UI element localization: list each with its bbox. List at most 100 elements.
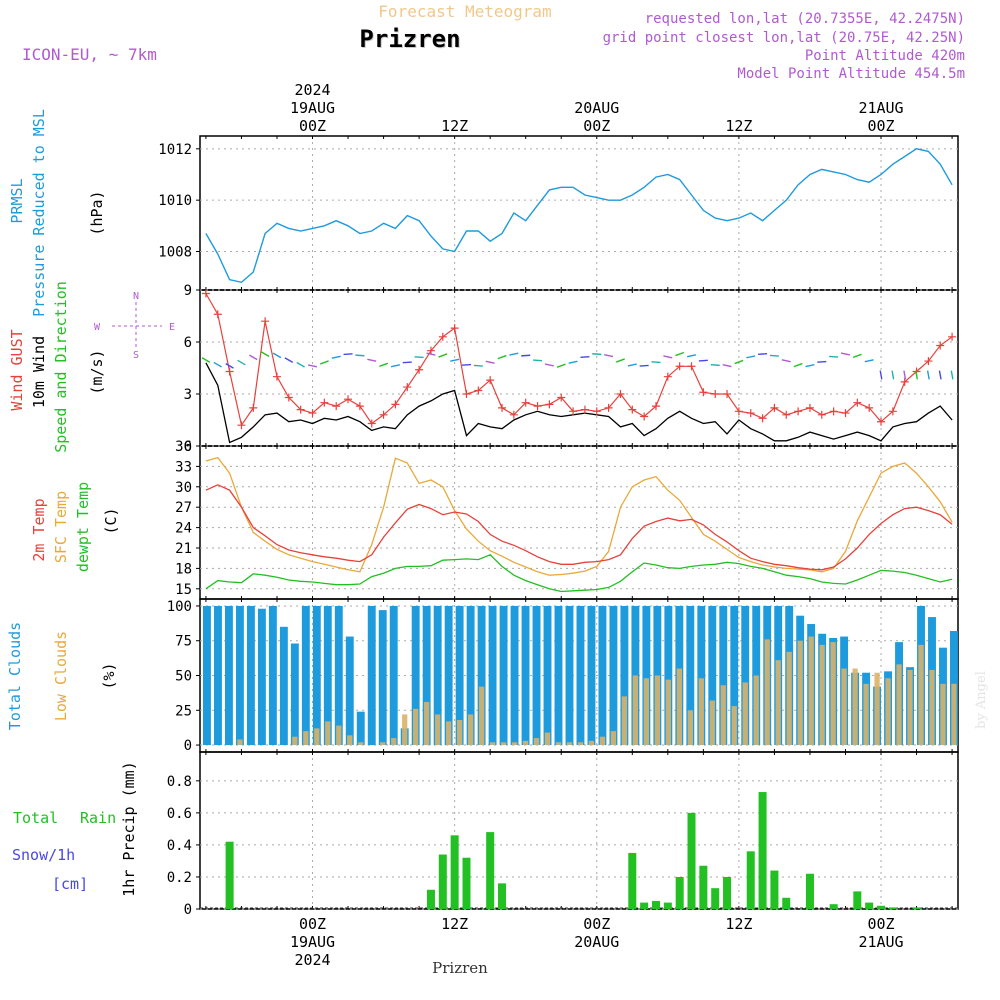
wind-unit: (m/s) — [88, 349, 106, 394]
panel-labels: PRMSL Pressure Reduced to MSL (hPa) Wind GU… — [6, 109, 138, 897]
wind-arrow — [225, 362, 234, 369]
wind-gust-line — [205, 293, 953, 427]
pressure-tick-label: 1012 — [158, 142, 192, 158]
wind-arrow — [237, 359, 246, 366]
wind-gust-marker — [640, 412, 649, 421]
footer-station: Prizren — [432, 959, 488, 977]
wind-arrow — [284, 357, 294, 363]
low-cloud-bar — [940, 683, 946, 746]
total-cloud-bar — [488, 605, 497, 746]
total-cloud-bar — [587, 605, 596, 746]
precip-bar — [865, 902, 874, 909]
low-cloud-bar — [852, 668, 858, 746]
wind-arrow — [249, 354, 258, 361]
bottom-time-label: 12Z — [441, 915, 468, 933]
compass-n: N — [133, 291, 139, 302]
precip-bar — [640, 902, 649, 909]
low-cloud-bar — [413, 708, 419, 746]
wind-arrow — [367, 358, 377, 362]
low-cloud-bar — [742, 682, 748, 746]
grid-coords: grid point closest lon,lat (20.75E, 42.2… — [603, 30, 965, 46]
clouds-tick-label: 50 — [175, 669, 192, 685]
wind-gust-marker — [936, 341, 945, 350]
total-cloud-bar — [422, 605, 431, 746]
temp-label: dewpt Temp — [74, 482, 92, 572]
low-cloud-bar — [292, 736, 298, 746]
watermark: by Angel — [974, 671, 989, 729]
wind-gust-marker — [249, 403, 258, 412]
total-cloud-bar — [279, 626, 288, 746]
precip-unit: 1hr Precip (mm) — [120, 761, 138, 896]
wind-arrow — [390, 364, 400, 368]
wind-arrow — [355, 354, 365, 357]
low-cloud-bar — [874, 672, 880, 746]
bottom-time-label: 00Z — [583, 915, 610, 933]
wind-arrow — [568, 360, 578, 364]
wind-gust-marker — [592, 407, 601, 416]
total-cloud-bar — [301, 605, 310, 746]
total-cloud-bar — [719, 605, 728, 746]
low-cloud-bar — [391, 738, 397, 746]
wind-gust-marker — [213, 310, 222, 319]
wind-gust-marker — [746, 409, 755, 418]
low-cloud-bar — [720, 685, 726, 746]
top-time-label: 00Z — [299, 117, 326, 135]
sfc-temp-line — [205, 456, 953, 576]
precip-bar — [877, 905, 886, 909]
low-cloud-bar — [907, 669, 913, 746]
total-cloud-bar — [741, 605, 750, 746]
temp-tick-label: 21 — [175, 541, 192, 557]
pressure-line — [205, 148, 953, 284]
temp-tick-label: 18 — [175, 561, 192, 577]
series-lines — [201, 148, 957, 593]
low-cloud-bar — [500, 742, 507, 746]
temp-tick-label: 36 — [175, 439, 192, 455]
low-cloud-bar — [467, 714, 474, 746]
bottom-time-label: 2024 — [294, 951, 330, 969]
wind-gust-marker — [344, 395, 353, 404]
wind-arrow — [307, 364, 318, 368]
precip-bar — [782, 897, 791, 909]
wind-gust-marker — [794, 407, 803, 416]
precip-bar — [486, 832, 495, 909]
total-cloud-bar — [697, 605, 706, 746]
total-cloud-bar — [565, 605, 574, 746]
header-title: Forecast Meteogram — [378, 2, 551, 21]
total-cloud-bar — [224, 605, 233, 746]
low-cloud-bar — [808, 636, 814, 746]
wind-gust-marker — [805, 403, 814, 412]
precip-bar — [462, 857, 471, 909]
wind-tick-label: 0 — [184, 439, 192, 455]
wind-arrow — [781, 359, 791, 363]
precip-tick-label: 0.8 — [167, 774, 192, 790]
precip-tick-label: 0.6 — [167, 806, 192, 822]
temp-tick-label: 24 — [175, 521, 192, 537]
precip-label: Total — [13, 809, 58, 827]
axes: 1008101010120369151821242730333602550751… — [158, 136, 953, 918]
pressure-label: PRMSL — [8, 178, 26, 223]
precip-bar — [746, 851, 755, 909]
wind-gust-marker — [628, 405, 637, 414]
precip-bar — [805, 873, 814, 909]
wind-speed-line — [205, 362, 953, 444]
low-cloud-bar — [918, 644, 924, 746]
pressure-label: Pressure Reduced to MSL — [30, 109, 48, 317]
low-cloud-bar — [402, 714, 408, 746]
wind-gust-marker — [521, 398, 530, 407]
wind-arrow — [663, 355, 673, 359]
total-cloud-bar — [598, 605, 607, 746]
wind-gust-marker — [580, 405, 589, 414]
pressure-frame — [199, 135, 959, 291]
top-time-label: 12Z — [441, 117, 468, 135]
wind-arrows — [201, 351, 954, 380]
total-cloud-bar — [620, 605, 629, 746]
wind-gust-marker — [225, 367, 234, 376]
wind-arrow — [426, 352, 436, 356]
bottom-time-label: 19AUG — [290, 933, 335, 951]
low-cloud-bar — [303, 731, 309, 746]
total-cloud-bar — [203, 605, 211, 746]
wind-arrow — [769, 354, 779, 357]
cloud-label: Low Clouds — [52, 631, 70, 721]
wind-arrow — [521, 354, 531, 357]
wind-gust-marker — [865, 403, 874, 412]
